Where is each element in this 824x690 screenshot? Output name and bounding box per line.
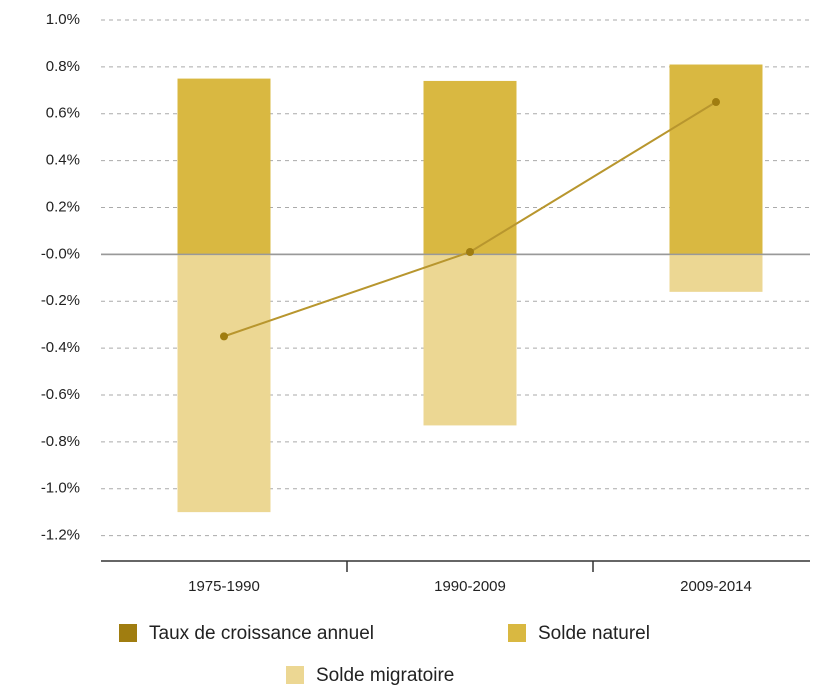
y-tick-label: -1.0% bbox=[41, 480, 80, 497]
y-tick-label: -1.2% bbox=[41, 527, 80, 544]
y-tick-label: 0.2% bbox=[46, 198, 80, 215]
legend-swatch bbox=[119, 624, 137, 642]
bar bbox=[177, 254, 271, 513]
bar bbox=[669, 254, 763, 292]
line-point bbox=[220, 332, 228, 341]
x-tick-label: 1990-2009 bbox=[434, 578, 506, 595]
bar bbox=[423, 80, 517, 255]
bar bbox=[669, 64, 763, 255]
y-tick-label: 0.8% bbox=[46, 58, 80, 75]
legend-swatch bbox=[508, 624, 526, 642]
legend-swatch bbox=[286, 666, 304, 684]
x-tick-label: 2009-2014 bbox=[680, 578, 752, 595]
legend-label: Solde migratoire bbox=[316, 665, 454, 686]
y-tick-label: 0.6% bbox=[46, 105, 80, 122]
y-tick-label: -0.2% bbox=[41, 292, 80, 309]
y-tick-label: 0.4% bbox=[46, 152, 80, 169]
y-tick-label: 1.0% bbox=[46, 11, 80, 28]
bar bbox=[423, 254, 517, 426]
line-point bbox=[712, 98, 720, 107]
legend-label: Solde naturel bbox=[538, 623, 650, 644]
y-tick-label: -0.0% bbox=[41, 245, 80, 262]
y-tick-label: -0.4% bbox=[41, 339, 80, 356]
legend-label: Taux de croissance annuel bbox=[149, 623, 374, 644]
line-point bbox=[466, 248, 474, 257]
y-tick-label: -0.8% bbox=[41, 433, 80, 450]
bar bbox=[177, 78, 271, 255]
y-tick-label: -0.6% bbox=[41, 386, 80, 403]
x-tick-label: 1975-1990 bbox=[188, 578, 260, 595]
